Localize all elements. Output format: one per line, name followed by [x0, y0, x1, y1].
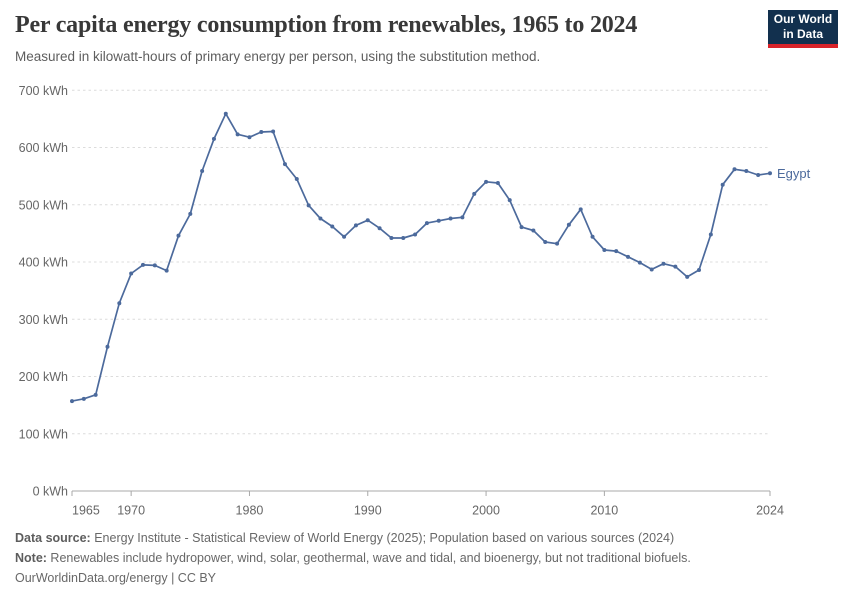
data-point-egypt-2004[interactable] [531, 228, 536, 233]
data-point-egypt-2015[interactable] [661, 261, 666, 266]
footer-credit-line: OurWorldinData.org/energy | CC BY [15, 571, 217, 585]
data-point-egypt-2012[interactable] [626, 254, 631, 259]
data-point-egypt-1992[interactable] [389, 235, 394, 240]
footer-data-source-line: Data source: Energy Institute - Statisti… [15, 528, 815, 548]
owid-logo-line1: Our World [773, 12, 833, 26]
x-axis-label-2024: 2024 [756, 504, 784, 518]
data-point-egypt-1980[interactable] [247, 135, 252, 140]
footer-data-source-text: Energy Institute - Statistical Review of… [90, 531, 675, 545]
data-point-egypt-2017[interactable] [685, 274, 690, 279]
data-point-egypt-1974[interactable] [176, 233, 181, 238]
data-point-egypt-2020[interactable] [720, 182, 725, 187]
data-point-egypt-2023[interactable] [756, 172, 761, 177]
data-point-egypt-1981[interactable] [259, 130, 264, 135]
y-axis-label-400: 400 kWh [19, 256, 68, 270]
y-axis-label-500: 500 kWh [19, 198, 68, 212]
data-point-egypt-2011[interactable] [614, 249, 619, 254]
y-axis-label-100: 100 kWh [19, 427, 68, 441]
data-point-egypt-1994[interactable] [413, 232, 418, 237]
data-point-egypt-1997[interactable] [448, 216, 453, 221]
data-point-egypt-2002[interactable] [507, 198, 512, 203]
data-point-egypt-1987[interactable] [330, 224, 335, 229]
data-point-egypt-2022[interactable] [744, 168, 749, 173]
data-point-egypt-2010[interactable] [602, 247, 607, 252]
data-point-egypt-1998[interactable] [460, 215, 465, 220]
data-point-egypt-1968[interactable] [105, 344, 110, 349]
x-axis-label-1980: 1980 [236, 504, 264, 518]
chart-footer: Data source: Energy Institute - Statisti… [15, 528, 815, 588]
data-point-egypt-1989[interactable] [353, 223, 358, 228]
series-line-egypt[interactable] [71, 112, 771, 402]
data-point-egypt-2018[interactable] [697, 268, 702, 273]
data-point-egypt-2009[interactable] [590, 234, 595, 239]
y-axis-label-700: 700 kWh [19, 84, 68, 98]
data-point-egypt-1970[interactable] [129, 271, 134, 276]
data-point-egypt-2008[interactable] [578, 207, 583, 212]
x-axis-label-1990: 1990 [354, 504, 382, 518]
data-point-egypt-2007[interactable] [566, 222, 571, 227]
data-point-egypt-2005[interactable] [543, 239, 548, 244]
data-point-egypt-1985[interactable] [306, 203, 311, 208]
data-point-egypt-1999[interactable] [472, 191, 477, 196]
data-point-egypt-1965[interactable] [70, 399, 74, 404]
series-label-egypt: Egypt [777, 166, 811, 181]
data-point-egypt-1993[interactable] [401, 235, 406, 240]
data-point-egypt-2016[interactable] [673, 264, 678, 269]
data-point-egypt-2006[interactable] [555, 241, 560, 246]
data-point-egypt-1995[interactable] [424, 221, 429, 226]
data-point-egypt-1976[interactable] [200, 168, 205, 173]
x-axis-label-1965: 1965 [72, 504, 100, 518]
y-axis-label-300: 300 kWh [19, 313, 68, 327]
data-point-egypt-1983[interactable] [282, 162, 287, 167]
data-point-egypt-1975[interactable] [188, 211, 193, 216]
data-point-egypt-2000[interactable] [484, 179, 489, 184]
data-point-egypt-1977[interactable] [211, 136, 216, 141]
owid-logo-line2: in Data [782, 27, 823, 41]
footer-note-line: Note: Renewables include hydropower, win… [15, 548, 815, 568]
data-point-egypt-1979[interactable] [235, 132, 240, 137]
y-axis-label-600: 600 kWh [19, 141, 68, 155]
data-point-egypt-1996[interactable] [436, 218, 441, 223]
footer-data-source-label: Data source: [15, 531, 91, 545]
data-point-egypt-2024[interactable] [768, 171, 772, 176]
data-point-egypt-1972[interactable] [152, 263, 157, 268]
x-axis-label-2000: 2000 [472, 504, 500, 518]
chart-title: Per capita energy consumption from renew… [15, 12, 638, 38]
x-axis-label-2010: 2010 [590, 504, 618, 518]
y-axis-label-0: 0 kWh [33, 485, 68, 499]
owid-logo[interactable]: Our World in Data [768, 10, 838, 48]
data-point-egypt-1988[interactable] [342, 234, 347, 239]
data-point-egypt-2021[interactable] [732, 167, 737, 172]
data-point-egypt-1967[interactable] [93, 392, 98, 397]
x-axis-label-1970: 1970 [117, 504, 145, 518]
data-point-egypt-1991[interactable] [377, 226, 382, 231]
data-point-egypt-2001[interactable] [495, 180, 500, 185]
data-point-egypt-2019[interactable] [708, 232, 713, 237]
data-point-egypt-1986[interactable] [318, 216, 323, 221]
data-point-egypt-1966[interactable] [81, 396, 86, 401]
data-point-egypt-1990[interactable] [365, 218, 370, 223]
data-point-egypt-1971[interactable] [140, 262, 145, 267]
footer-note-label: Note: [15, 551, 47, 565]
data-point-egypt-1984[interactable] [294, 176, 299, 181]
data-point-egypt-1973[interactable] [164, 268, 169, 273]
chart-subtitle: Measured in kilowatt-hours of primary en… [15, 49, 541, 64]
data-point-egypt-2003[interactable] [519, 225, 524, 230]
data-point-egypt-2013[interactable] [637, 260, 642, 265]
data-point-egypt-1969[interactable] [117, 301, 122, 306]
data-point-egypt-2014[interactable] [649, 267, 654, 272]
y-axis-label-200: 200 kWh [19, 370, 68, 384]
footer-note-text: Renewables include hydropower, wind, sol… [46, 551, 691, 565]
data-point-egypt-1978[interactable] [223, 111, 228, 116]
data-point-egypt-1982[interactable] [271, 129, 276, 134]
